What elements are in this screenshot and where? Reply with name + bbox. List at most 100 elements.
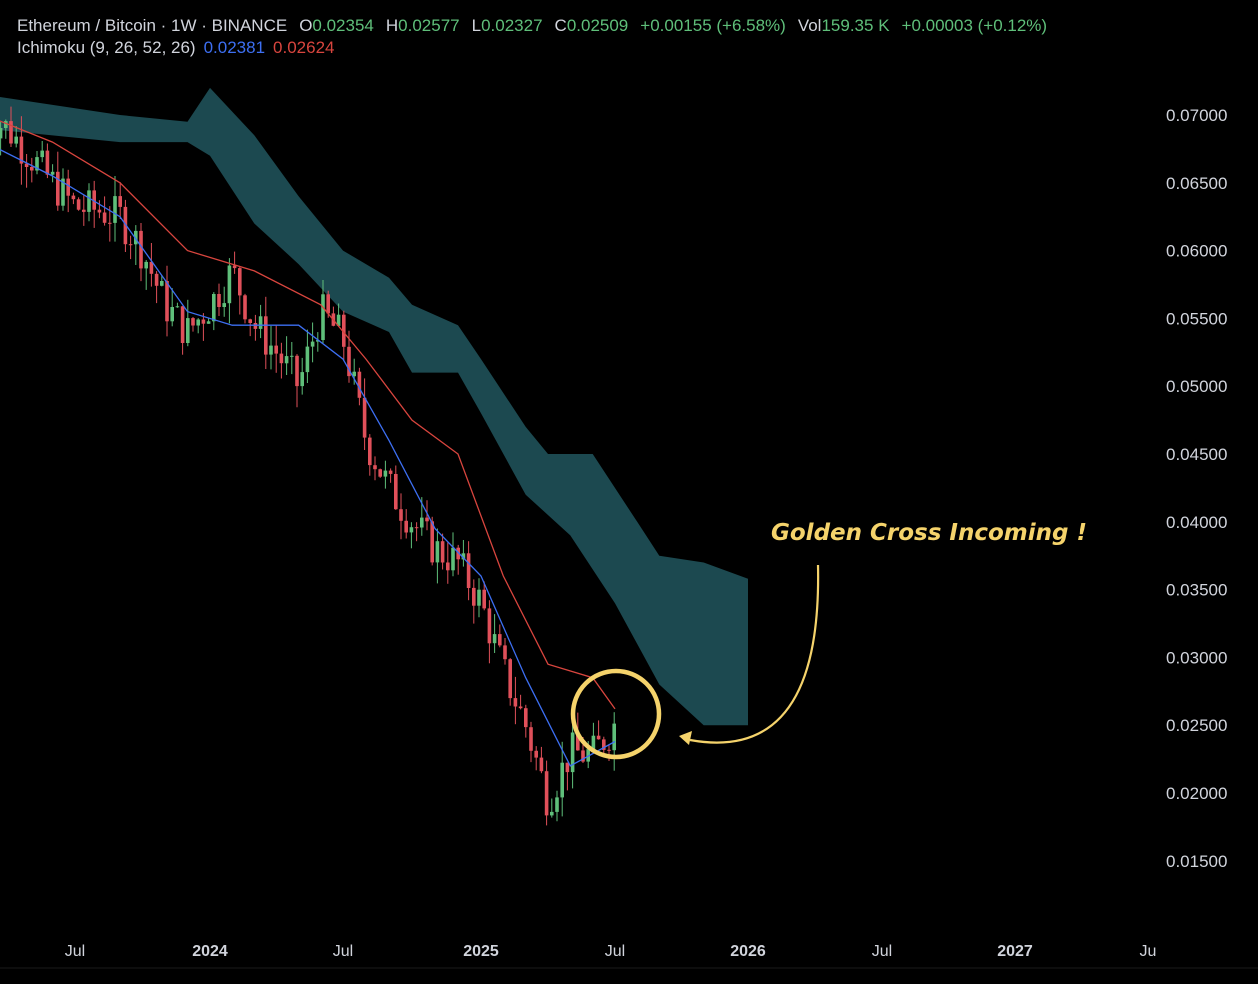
candle-body (472, 587, 476, 606)
low-value: 0.02327 (481, 16, 543, 35)
candle-body (321, 294, 325, 340)
candle-body (602, 739, 606, 750)
candle-body (342, 314, 346, 347)
candle-body (409, 527, 414, 533)
candle-body (446, 562, 450, 571)
candle-body (144, 261, 148, 269)
time-axis[interactable]: Jul 2024 Jul 2025 Jul 2026 Jul 2027 Ju (0, 943, 1258, 969)
price-tick-label: 0.03500 (1166, 581, 1227, 600)
candle-body (550, 811, 554, 816)
candle-body (347, 346, 351, 377)
candle-body (352, 371, 356, 377)
candle-body (591, 735, 596, 750)
candle-body (518, 706, 523, 709)
candle-body (529, 727, 533, 751)
candle-body (35, 157, 39, 171)
candle-body (612, 723, 616, 751)
time-tick-label: 2026 (730, 943, 766, 960)
candle-body (399, 509, 403, 521)
time-tick-label: 2025 (463, 943, 499, 960)
high-label: H (385, 16, 399, 35)
candle-body (534, 750, 538, 758)
candle-body (524, 708, 528, 728)
candle-body (56, 171, 60, 206)
low-label: L (471, 16, 482, 35)
candle-body (206, 321, 211, 324)
indicator-legend[interactable]: Ichimoku (9, 26, 52, 26) 0.02381 0.02624 (17, 37, 1047, 59)
candle-body (66, 178, 70, 196)
candle-body (92, 190, 96, 210)
candle-body (24, 163, 29, 167)
price-tick-label: 0.04000 (1166, 513, 1227, 532)
candle-body (420, 517, 424, 528)
candle-body (238, 268, 242, 296)
candle-body (560, 762, 564, 798)
candle-body (264, 316, 268, 355)
candle-body (19, 136, 24, 164)
candle-body (498, 634, 502, 646)
price-tick-label: 0.02000 (1166, 784, 1227, 803)
symbol-title[interactable]: Ethereum / Bitcoin · 1W · BINANCE (17, 16, 288, 35)
candle-body (217, 294, 221, 307)
ichimoku-cloud (0, 87, 748, 726)
candle-body (232, 265, 237, 269)
candle-body (305, 346, 310, 373)
candle-body (565, 762, 570, 773)
candle-body (555, 797, 559, 812)
price-tick-label: 0.07000 (1166, 106, 1227, 125)
ohlc-legend: Ethereum / Bitcoin · 1W · BINANCE O 0.023… (17, 15, 1047, 37)
candle-body (451, 547, 455, 571)
candle-body (295, 355, 299, 387)
price-axis[interactable]: 0.07000 0.06500 0.06000 0.05500 0.05000 0.045… (1166, 106, 1227, 871)
candle-body (154, 273, 159, 286)
volume-value: 159.35 K (821, 16, 890, 35)
candle-body (269, 345, 273, 355)
candle-body (61, 178, 65, 206)
ichimoku-lines (0, 120, 616, 767)
candle-body (539, 757, 544, 772)
candle-body (76, 199, 81, 210)
candle-body (513, 698, 518, 707)
candle-body (222, 303, 226, 307)
price-tick-label: 0.05500 (1166, 309, 1227, 328)
indicator-name[interactable]: Ichimoku (9, 26, 52, 26) (17, 38, 196, 57)
candle-body (373, 465, 377, 470)
candle-body (425, 517, 429, 522)
candle-body (186, 318, 190, 343)
candle-body (430, 521, 434, 563)
time-tick-label: Jul (65, 943, 85, 960)
candle-body (404, 520, 408, 533)
candle-body (596, 735, 601, 740)
close-label: C (554, 16, 567, 35)
candle-body (440, 541, 445, 563)
candle-body (134, 230, 138, 245)
candle-body (607, 749, 611, 751)
candle-body (435, 541, 440, 563)
candle-body (243, 295, 247, 320)
annotation-arrow-head (679, 731, 692, 745)
candle-body (503, 645, 507, 660)
cloud-area (0, 87, 748, 726)
candle-body (170, 307, 174, 322)
base-line-value: 0.02624 (273, 38, 335, 57)
open-label: O (299, 16, 313, 35)
candle-body (180, 306, 185, 343)
candle-body (326, 294, 330, 314)
open-value: 0.02354 (312, 16, 374, 35)
change-value: +0.00155 (+6.58%) (640, 16, 786, 35)
candle-body (71, 195, 76, 200)
volume-label: Vol (797, 16, 822, 35)
candle-body (30, 167, 34, 171)
candle-body (290, 355, 294, 357)
candle-body (45, 150, 50, 175)
candle-body (544, 771, 549, 816)
candle-body (102, 212, 107, 223)
time-tick-label: Jul (872, 943, 892, 960)
candle-body (487, 608, 492, 644)
candle-body (357, 371, 362, 398)
price-tick-label: 0.01500 (1166, 852, 1227, 871)
candle-body (570, 732, 575, 773)
candle-body (258, 316, 263, 329)
candle-body (0, 128, 3, 139)
